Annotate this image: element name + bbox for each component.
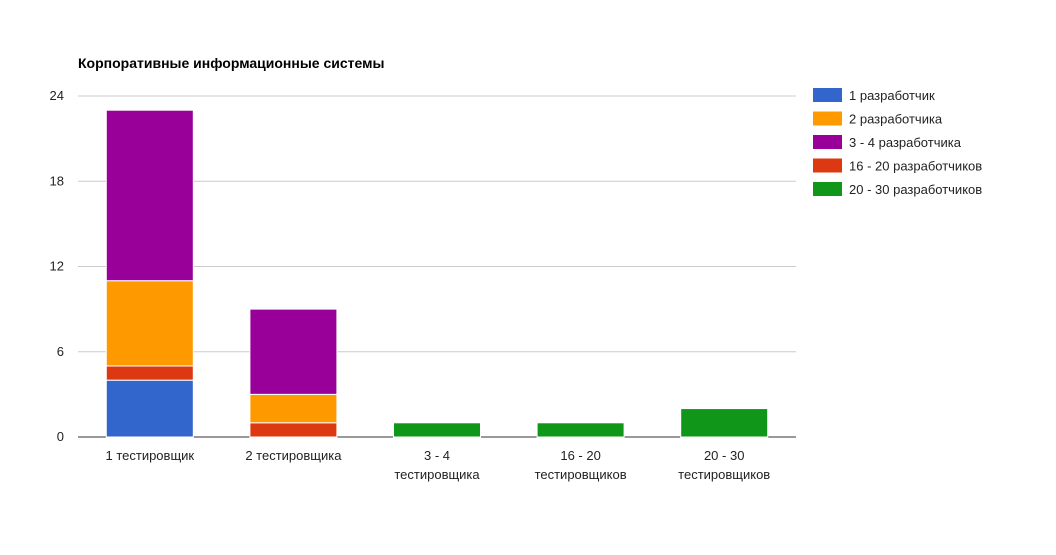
legend-swatch: [813, 135, 842, 149]
legend-swatch: [813, 158, 842, 173]
bar-segment: [536, 422, 625, 438]
legend-swatch: [813, 182, 842, 196]
x-category-label: 1 тестировщик: [105, 448, 194, 463]
legend-label: 1 разработчик: [849, 88, 935, 103]
bars: [105, 109, 769, 438]
bar-segment: [105, 379, 194, 438]
y-tick-label: 18: [50, 173, 64, 188]
legend: 1 разработчик 2 разработчика 3 - 4 разрабо…: [813, 88, 982, 197]
x-category-label: тестировщиков: [535, 467, 627, 482]
bar-segment: [393, 422, 481, 438]
y-tick-label: 12: [50, 259, 64, 274]
bar-segment: [105, 109, 194, 282]
bar-segment: [680, 408, 769, 438]
x-category-label: 20 - 30: [704, 448, 744, 463]
x-category-label: 16 - 20: [560, 448, 600, 463]
chart-title: Корпоративные информационные системы: [78, 55, 384, 71]
x-category-label: тестировщика: [394, 467, 480, 482]
legend-label: 3 - 4 разработчика: [849, 135, 962, 150]
gridlines: [78, 95, 796, 353]
bar-segment: [249, 393, 338, 424]
bar-segment: [249, 422, 338, 438]
x-axis: 1 тестировщик 2 тестировщика 3 - 4 тестиров…: [105, 448, 770, 482]
legend-label: 2 разработчика: [849, 112, 943, 127]
bar-segment: [249, 308, 338, 395]
legend-label: 16 - 20 разработчиков: [849, 159, 982, 174]
y-tick-label: 24: [50, 88, 64, 103]
y-tick-label: 6: [57, 344, 64, 359]
y-tick-label: 0: [57, 429, 64, 444]
x-category-label: тестировщиков: [678, 467, 770, 482]
x-category-label: 3 - 4: [424, 448, 450, 463]
legend-swatch: [813, 111, 842, 126]
bar-segment: [105, 280, 194, 367]
bar-segment: [105, 365, 194, 381]
legend-swatch: [813, 88, 842, 102]
x-category-label: 2 тестировщика: [245, 448, 342, 463]
legend-label: 20 - 30 разработчиков: [849, 182, 982, 197]
